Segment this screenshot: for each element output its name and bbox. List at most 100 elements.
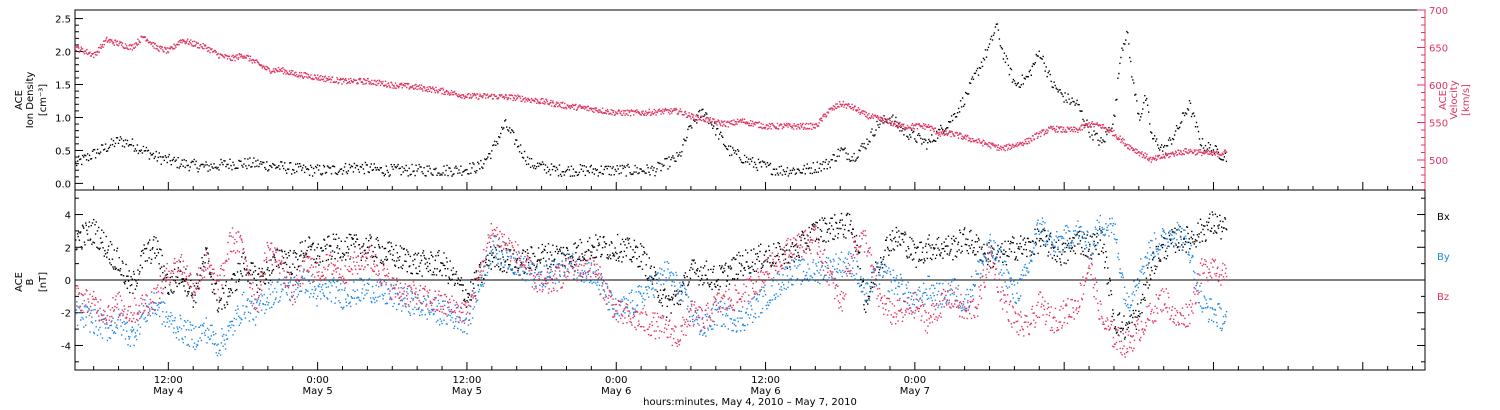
density-series-point — [164, 155, 166, 157]
velocity-series-point — [662, 112, 665, 115]
bx-series-point — [1095, 248, 1097, 251]
density-series-point — [697, 114, 699, 117]
bx-series-point — [470, 281, 472, 283]
velocity-series-point — [1089, 123, 1092, 126]
density-series-point — [749, 158, 752, 160]
density-series-point — [1208, 147, 1211, 149]
bx-series-point — [830, 217, 832, 219]
bx-series-point — [837, 237, 839, 239]
bx-series-point — [258, 267, 260, 270]
density-series-point — [598, 171, 600, 174]
density-series-point — [330, 173, 333, 175]
velocity-series-point — [588, 109, 590, 112]
velocity-series-point — [644, 110, 647, 112]
bx-series-point — [177, 276, 179, 278]
density-series-point — [1200, 145, 1203, 147]
velocity-series-point — [193, 45, 195, 47]
density-series-point — [551, 168, 554, 171]
bx-series-point — [81, 248, 83, 250]
density-series-point — [369, 166, 371, 168]
density-series-point — [124, 139, 127, 141]
velocity-series-point — [1152, 156, 1154, 159]
bx-series-point — [667, 295, 670, 297]
velocity-series-point — [498, 97, 500, 99]
bx-series-point — [1148, 284, 1151, 286]
density-series-point — [154, 155, 156, 158]
density-series-point — [105, 150, 108, 152]
bx-series-point — [378, 246, 380, 248]
density-series-point — [333, 166, 336, 168]
bx-series-point — [906, 255, 908, 257]
bx-series-point — [1212, 214, 1214, 216]
density-series-point — [590, 164, 592, 167]
density-series-point — [372, 169, 374, 171]
velocity-series-point — [1085, 124, 1087, 126]
density-series-point — [316, 164, 319, 166]
bx-series-point — [196, 273, 198, 275]
velocity-series-point — [363, 78, 365, 80]
velocity-series-point — [965, 135, 968, 138]
bx-series-point — [1069, 250, 1072, 252]
velocity-series-point — [787, 122, 790, 125]
velocity-series-point — [623, 112, 625, 114]
bx-series-point — [283, 262, 285, 264]
bx-series-point — [698, 284, 700, 286]
bx-series-point — [906, 257, 909, 259]
velocity-series-point — [412, 87, 415, 89]
density-series-point — [1074, 104, 1076, 106]
density-series-point — [1187, 109, 1190, 111]
bx-series-point — [1017, 247, 1019, 250]
density-series-point — [523, 150, 526, 153]
bx-series-point — [497, 258, 499, 260]
velocity-series-point — [1140, 152, 1142, 154]
density-series-point — [901, 130, 903, 132]
bx-series-point — [694, 262, 696, 264]
density-series-point — [171, 159, 173, 162]
bx-series-point — [106, 256, 108, 258]
velocity-series-point — [383, 85, 385, 87]
velocity-series-point — [1099, 124, 1101, 126]
density-series-point — [818, 167, 820, 169]
velocity-series-point — [661, 111, 664, 113]
density-series-point — [592, 168, 594, 170]
bx-series-point — [239, 270, 242, 272]
bx-series-point — [419, 262, 422, 264]
bx-series-point — [1024, 244, 1026, 246]
velocity-series-point — [430, 91, 433, 93]
velocity-series-point — [557, 102, 560, 104]
velocity-series-point — [554, 105, 557, 108]
bx-series-point — [134, 279, 136, 281]
bx-series-point — [250, 262, 252, 264]
bx-series-point — [162, 271, 164, 274]
density-series-point — [151, 154, 153, 156]
density-series-point — [869, 141, 871, 143]
density-series-point — [366, 164, 368, 166]
velocity-series-point — [727, 126, 729, 128]
density-series-point — [965, 92, 968, 95]
density-series-point — [277, 166, 279, 169]
bx-series-point — [1194, 239, 1197, 241]
velocity-series-point — [351, 81, 354, 84]
density-series-point — [408, 167, 410, 169]
bx-series-point — [157, 252, 160, 254]
density-series-point — [355, 164, 358, 167]
bx-series-point — [76, 233, 79, 235]
velocity-series-point — [345, 77, 347, 80]
bx-series-point — [1166, 255, 1169, 257]
density-series-point — [1176, 127, 1179, 129]
density-series-point — [909, 134, 911, 136]
velocity-series-point — [960, 137, 963, 140]
bx-series-point — [580, 241, 583, 244]
bx-series-point — [81, 224, 84, 226]
velocity-series-point — [727, 120, 729, 123]
bx-series-point — [433, 273, 435, 276]
velocity-series-point — [925, 125, 927, 128]
density-series-point — [795, 172, 798, 174]
bx-series-point — [951, 243, 953, 245]
bx-series-point — [643, 246, 645, 249]
bx-series-point — [680, 299, 682, 301]
velocity-series-point — [671, 112, 673, 114]
velocity-series-point — [329, 78, 331, 80]
bx-series-point — [1223, 227, 1225, 229]
bx-series-point — [575, 252, 577, 254]
